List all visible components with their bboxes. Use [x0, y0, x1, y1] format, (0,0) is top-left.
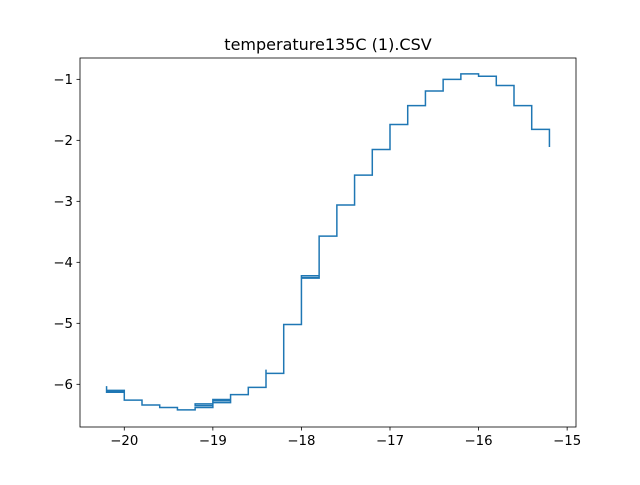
x-tick-label: −16: [465, 434, 493, 449]
x-tick-label: −15: [553, 434, 581, 449]
y-tick-label: −2: [53, 134, 73, 149]
plot-area: [105, 73, 551, 411]
series-line-0: [105, 73, 551, 411]
y-tick-label: −5: [53, 317, 73, 332]
x-tick-label: −17: [376, 434, 404, 449]
x-tick-label: −18: [287, 434, 315, 449]
y-tick-label: −6: [53, 378, 73, 393]
y-tick-label: −3: [53, 195, 73, 210]
chart-title: temperature135C (1).CSV: [224, 35, 431, 54]
y-tick-label: −4: [53, 256, 73, 271]
x-tick-label: −20: [110, 434, 138, 449]
axes-frame: [79, 57, 577, 428]
x-tick-label: −19: [199, 434, 227, 449]
y-tick-label: −1: [53, 73, 73, 88]
axes: −20 −19 −18 −17 −16 −15 −6 −5 −4 −3 −2 −1: [53, 57, 581, 449]
